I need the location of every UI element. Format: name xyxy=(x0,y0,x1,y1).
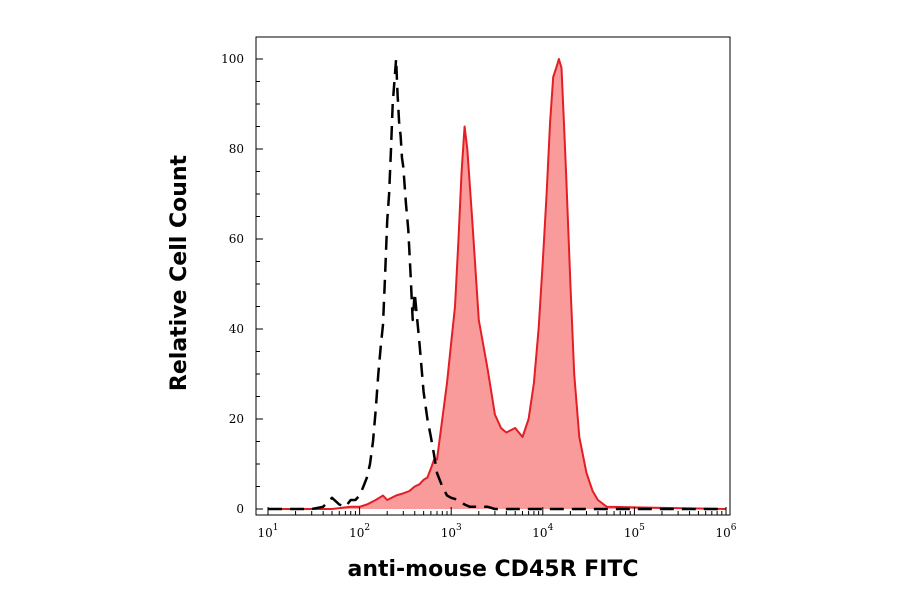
x-tick-label: 104 xyxy=(532,523,553,540)
x-tick-label: 106 xyxy=(715,523,736,540)
x-tick-label: 105 xyxy=(624,523,645,540)
plot-frame xyxy=(255,36,731,516)
y-tick-label: 0 xyxy=(236,502,244,516)
x-axis-title: anti-mouse CD45R FITC xyxy=(347,557,638,582)
series-fill-area xyxy=(268,59,726,509)
series-outline-line xyxy=(268,58,727,510)
y-tick-label: 20 xyxy=(229,412,244,426)
x-tick-label: 101 xyxy=(257,523,278,540)
y-tick-label: 40 xyxy=(229,322,244,336)
y-tick-label: 100 xyxy=(221,52,244,66)
x-tick-label: 103 xyxy=(441,523,462,540)
x-tick-label: 102 xyxy=(349,523,370,540)
y-tick-label: 80 xyxy=(229,142,244,156)
y-axis-title: Relative Cell Count xyxy=(167,154,192,391)
y-tick-label: 60 xyxy=(229,232,244,246)
series-dashed-line xyxy=(268,57,726,511)
ticks-layer: 0 20 40 60 80 100 101 102 103 104 105 106 xyxy=(221,52,737,540)
series-layer xyxy=(268,57,727,511)
